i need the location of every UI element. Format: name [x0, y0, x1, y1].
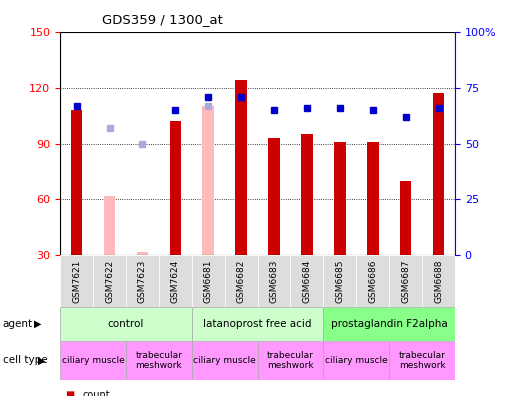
FancyBboxPatch shape: [389, 341, 455, 380]
FancyBboxPatch shape: [323, 307, 455, 341]
FancyBboxPatch shape: [290, 255, 323, 307]
Text: GSM7622: GSM7622: [105, 259, 114, 303]
Bar: [60, 32, 455, 255]
Text: ciliary muscle: ciliary muscle: [194, 356, 256, 365]
Text: trabecular
meshwork: trabecular meshwork: [267, 351, 314, 370]
FancyBboxPatch shape: [257, 341, 323, 380]
FancyBboxPatch shape: [257, 255, 290, 307]
Bar: [400, 181, 412, 255]
Text: GSM6681: GSM6681: [204, 259, 213, 303]
Bar: [433, 93, 445, 255]
FancyBboxPatch shape: [93, 255, 126, 307]
FancyBboxPatch shape: [159, 255, 192, 307]
FancyBboxPatch shape: [356, 255, 389, 307]
FancyBboxPatch shape: [126, 341, 192, 380]
FancyBboxPatch shape: [225, 255, 257, 307]
Bar: [202, 106, 214, 255]
Text: trabecular
meshwork: trabecular meshwork: [399, 351, 446, 370]
Bar: [334, 142, 346, 255]
FancyBboxPatch shape: [192, 255, 225, 307]
Text: latanoprost free acid: latanoprost free acid: [203, 319, 312, 329]
Bar: [137, 252, 148, 255]
Bar: [169, 121, 181, 255]
Text: GSM6684: GSM6684: [302, 259, 311, 303]
Text: GSM6686: GSM6686: [368, 259, 377, 303]
Bar: [104, 196, 115, 255]
FancyBboxPatch shape: [422, 255, 455, 307]
Text: count: count: [82, 390, 110, 396]
Text: GSM7621: GSM7621: [72, 259, 81, 303]
Text: GSM6687: GSM6687: [401, 259, 410, 303]
Text: GSM6688: GSM6688: [434, 259, 443, 303]
Bar: [235, 80, 247, 255]
Text: GSM7624: GSM7624: [171, 259, 180, 303]
FancyBboxPatch shape: [60, 255, 93, 307]
FancyBboxPatch shape: [389, 255, 422, 307]
Text: prostaglandin F2alpha: prostaglandin F2alpha: [331, 319, 448, 329]
FancyBboxPatch shape: [126, 255, 159, 307]
FancyBboxPatch shape: [60, 307, 192, 341]
Text: ■: ■: [65, 390, 75, 396]
Text: GSM6683: GSM6683: [269, 259, 279, 303]
Text: ▶: ▶: [34, 319, 41, 329]
FancyBboxPatch shape: [192, 341, 257, 380]
Bar: [301, 134, 313, 255]
Text: ciliary muscle: ciliary muscle: [62, 356, 124, 365]
Text: control: control: [108, 319, 144, 329]
Bar: [367, 142, 379, 255]
Bar: [268, 138, 280, 255]
Text: ciliary muscle: ciliary muscle: [325, 356, 388, 365]
Text: ▶: ▶: [38, 355, 46, 366]
FancyBboxPatch shape: [60, 341, 126, 380]
Text: cell type: cell type: [3, 355, 47, 366]
Text: agent: agent: [3, 319, 33, 329]
FancyBboxPatch shape: [192, 307, 323, 341]
Text: GSM7623: GSM7623: [138, 259, 147, 303]
FancyBboxPatch shape: [323, 341, 389, 380]
Text: trabecular
meshwork: trabecular meshwork: [135, 351, 183, 370]
Bar: [71, 110, 82, 255]
Text: GDS359 / 1300_at: GDS359 / 1300_at: [102, 13, 223, 26]
Text: GSM6685: GSM6685: [335, 259, 344, 303]
FancyBboxPatch shape: [323, 255, 356, 307]
Text: GSM6682: GSM6682: [236, 259, 246, 303]
